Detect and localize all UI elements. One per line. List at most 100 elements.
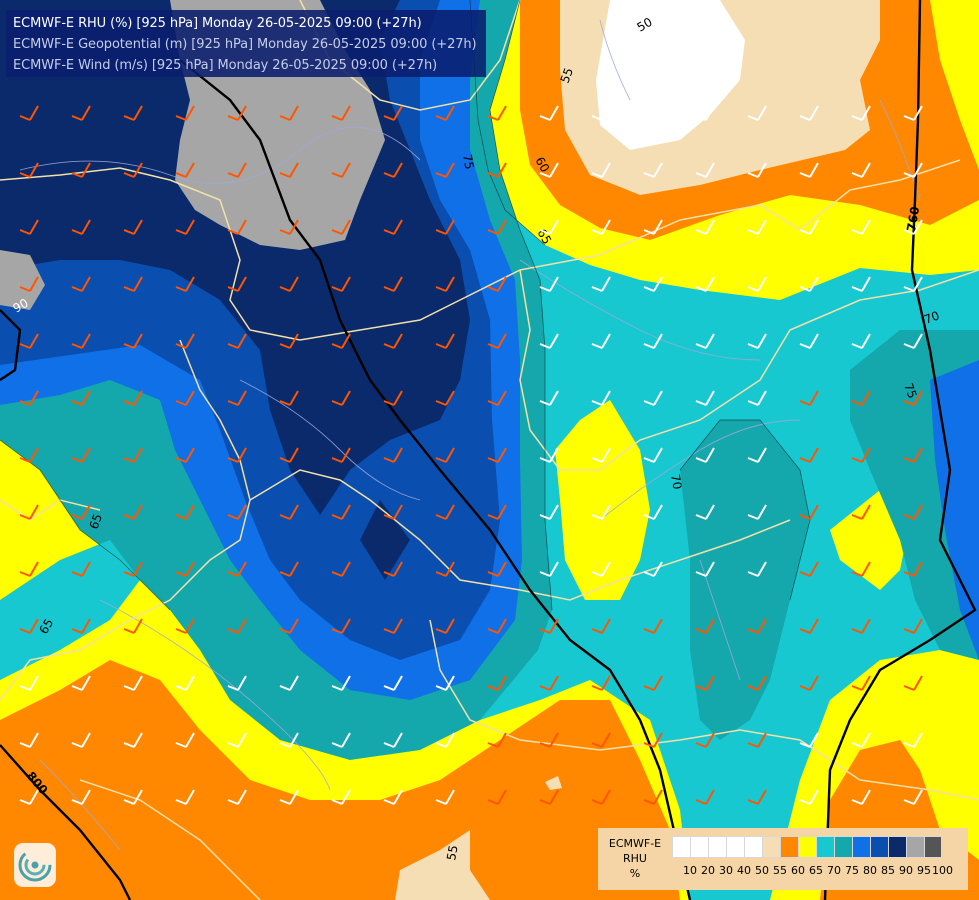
wind-barb-icon <box>19 504 39 520</box>
wind-barb-icon <box>799 789 819 805</box>
wind-barb-icon <box>123 618 143 634</box>
wind-barb-icon <box>487 105 507 121</box>
contour-label-65b: 65 <box>87 512 105 531</box>
wind-barb-icon <box>643 675 663 691</box>
wind-barb-icon <box>279 618 299 634</box>
wind-barb-icon <box>435 675 455 691</box>
wind-barb-icon <box>175 789 195 805</box>
wind-barb-icon <box>227 162 247 178</box>
wind-barb-icon <box>695 561 715 577</box>
wind-barb-icon <box>279 162 299 178</box>
legend-swatch <box>672 836 690 858</box>
wind-barb-icon <box>591 675 611 691</box>
wind-barb-icon <box>487 390 507 406</box>
wind-barb-icon <box>747 219 767 235</box>
rh-60-area-southwest <box>0 660 680 900</box>
wind-barb-icon <box>279 675 299 691</box>
wind-barb-icon <box>851 219 871 235</box>
wind-barb-icon <box>383 675 403 691</box>
wind-barb-icon <box>591 561 611 577</box>
wind-barb-icon <box>747 105 767 121</box>
wind-barb-icon <box>19 162 39 178</box>
wind-barb-icon <box>695 333 715 349</box>
legend-tick-label: 85 <box>881 864 895 877</box>
wind-barb-icon <box>539 390 559 406</box>
wind-barb-icon <box>383 447 403 463</box>
wind-barb-icon <box>71 390 91 406</box>
wind-barb-icon <box>383 390 403 406</box>
wind-barb-icon <box>851 504 871 520</box>
legend-label-variable: RHU <box>623 852 647 865</box>
wind-barb-icon <box>487 219 507 235</box>
rh-95-area-gray-west <box>0 250 45 310</box>
wind-barb-icon <box>71 561 91 577</box>
legend-swatch <box>726 836 744 858</box>
wind-barb-icon <box>123 675 143 691</box>
legend-tick-label: 75 <box>845 864 859 877</box>
wind-barb-icon <box>747 162 767 178</box>
wind-barb-icon <box>903 618 923 634</box>
wind-barb-icon <box>279 732 299 748</box>
wind-barb-icon <box>331 333 351 349</box>
wind-barb-icon <box>539 447 559 463</box>
legend-tick-labels: 10 20 30 40 50 55 60 65 70 75 80 85 90 95 100 <box>672 864 960 878</box>
wind-barb-icon <box>435 105 455 121</box>
wind-barb-icon <box>487 447 507 463</box>
wind-barb-icon <box>539 162 559 178</box>
wind-barb-icon <box>71 789 91 805</box>
wind-barb-icon <box>799 333 819 349</box>
wind-barb-icon <box>435 732 455 748</box>
wind-barb-icon <box>747 618 767 634</box>
wind-barb-icon <box>71 447 91 463</box>
wind-barb-icon <box>227 732 247 748</box>
wind-barb-icon <box>851 732 871 748</box>
wind-barb-icon <box>487 732 507 748</box>
wind-barb-icon <box>643 333 663 349</box>
rh-contour-lines <box>0 0 811 611</box>
wind-barb-icon <box>175 390 195 406</box>
wind-barb-icon <box>19 390 39 406</box>
wind-barb-icon <box>175 162 195 178</box>
legend-tick-label: 100 <box>932 864 953 877</box>
wind-barb-icon <box>19 333 39 349</box>
wind-barb-icon <box>643 276 663 292</box>
rivers-layer <box>19 19 921 851</box>
wind-barb-icon <box>643 105 663 121</box>
wind-barb-icon <box>383 276 403 292</box>
wind-barb-icon <box>175 276 195 292</box>
wind-barb-icon <box>539 789 559 805</box>
wind-barb-icon <box>279 105 299 121</box>
wind-barb-icon <box>331 276 351 292</box>
legend-tick-label: 40 <box>737 864 751 877</box>
title-wind: ECMWF-E Wind (m/s) [925 hPa] Monday 26-0… <box>13 58 438 73</box>
legend-tick-label: 55 <box>773 864 787 877</box>
geopotential-contour-800 <box>179 59 692 900</box>
rh-50-area-north <box>596 0 745 150</box>
wind-barb-icon <box>175 447 195 463</box>
wind-barb-icon <box>435 561 455 577</box>
wind-barb-icon <box>903 732 923 748</box>
wind-barb-icon <box>695 789 715 805</box>
wind-barb-icon <box>435 219 455 235</box>
wind-barb-icon <box>383 561 403 577</box>
wind-barbs-layer <box>19 105 923 805</box>
wind-barb-icon <box>175 732 195 748</box>
legend-tick-label: 70 <box>827 864 841 877</box>
wind-barb-icon <box>747 390 767 406</box>
wind-barb-icon <box>591 390 611 406</box>
wind-barb-icon <box>71 504 91 520</box>
wind-barb-icon <box>591 504 611 520</box>
legend-tick-label: 65 <box>809 864 823 877</box>
wind-barb-icon <box>851 447 871 463</box>
wind-barb-icon <box>851 675 871 691</box>
wind-barb-icon <box>331 732 351 748</box>
wind-barb-icon <box>227 504 247 520</box>
wind-barb-icon <box>331 219 351 235</box>
wind-barb-icon <box>799 447 819 463</box>
wind-barb-icon <box>903 390 923 406</box>
wind-barb-icon <box>19 789 39 805</box>
wind-barb-icon <box>695 390 715 406</box>
legend-label-model: ECMWF-E <box>608 837 662 850</box>
wind-barb-icon <box>331 675 351 691</box>
wind-barb-icon <box>175 618 195 634</box>
